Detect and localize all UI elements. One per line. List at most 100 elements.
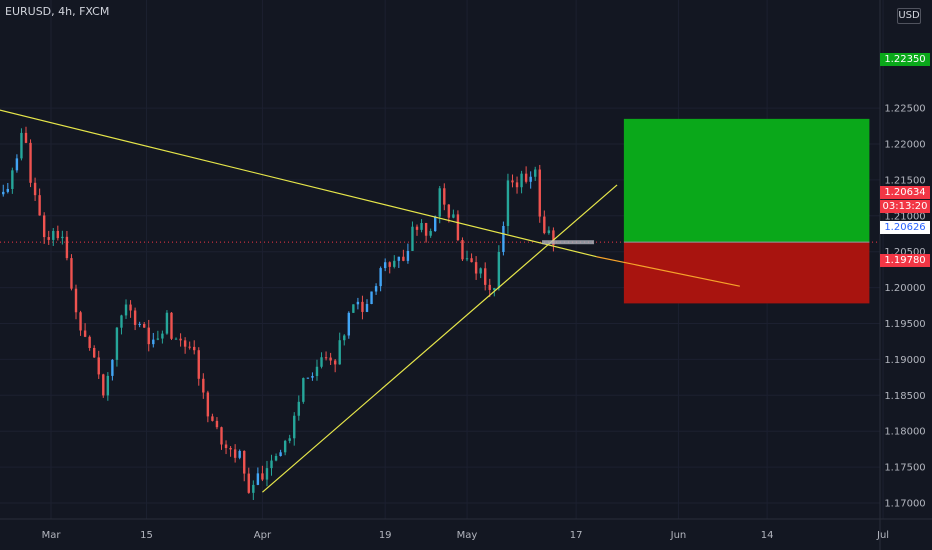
y-tick-label: 1.18000	[884, 427, 925, 438]
candle-body	[320, 357, 323, 367]
candle-body	[174, 338, 178, 340]
candle-body	[152, 339, 155, 345]
candle-body	[324, 357, 328, 359]
countdown-label: 03:13:20	[880, 200, 930, 213]
candle-body	[361, 301, 364, 312]
candle-body	[256, 473, 260, 485]
candle-body	[220, 427, 223, 445]
candle-body	[479, 268, 482, 274]
candle-body	[261, 473, 264, 480]
position-zones[interactable]	[623, 118, 870, 304]
y-tick-label: 1.19500	[884, 319, 925, 330]
candle-body	[243, 450, 246, 474]
candle-body	[447, 204, 451, 218]
candle-body	[484, 268, 487, 285]
candle-body	[388, 262, 391, 267]
candle-body	[543, 216, 546, 234]
y-tick-label: 1.20000	[884, 283, 925, 294]
price-axis[interactable]: 1.22500 1.22000 1.21500 1.21000 1.20500 1.200…	[884, 104, 925, 510]
x-tick-label: Apr	[254, 530, 272, 541]
candle-body	[470, 258, 473, 263]
candle-body	[293, 415, 296, 439]
candle-body	[411, 226, 414, 251]
candle-body	[488, 284, 491, 290]
candle-body	[188, 346, 191, 348]
candle-body	[147, 327, 150, 345]
candle-body	[79, 312, 82, 331]
y-tick-label: 1.22000	[884, 140, 925, 151]
candle-body	[74, 288, 78, 313]
y-tick-label: 1.17500	[884, 463, 925, 474]
candle-body	[452, 214, 455, 218]
candle-body	[111, 359, 114, 376]
y-tick-label: 1.21500	[884, 175, 925, 186]
candle-body	[165, 312, 169, 334]
candle-body	[502, 225, 505, 252]
candle-body	[197, 350, 200, 379]
symbol-title: EURUSD, 4h, FXCM	[5, 5, 110, 18]
candle-body	[356, 301, 360, 305]
x-tick-label: 15	[140, 530, 153, 541]
candle-body	[283, 440, 287, 453]
candle-body	[338, 340, 341, 365]
time-axis[interactable]: Mar15Apr19May17Jun14Jul19	[42, 530, 932, 541]
candle-body	[193, 346, 196, 351]
candle-body	[33, 182, 37, 196]
candle-body	[24, 132, 28, 143]
candle-body	[424, 223, 428, 236]
candle-body	[438, 188, 441, 217]
y-tick-label: 1.22500	[884, 104, 925, 115]
candle-body	[65, 236, 69, 259]
apex-marker	[542, 240, 595, 245]
candle-body	[552, 230, 555, 246]
candle-body	[497, 251, 501, 289]
candle-body	[520, 173, 523, 188]
candle-body	[515, 182, 519, 188]
candle-body	[92, 347, 96, 358]
candle-body	[11, 170, 14, 189]
candle-body	[6, 188, 10, 192]
candle-body	[88, 336, 91, 348]
candle-body	[383, 262, 387, 269]
candle-body	[538, 169, 541, 217]
candle-body	[306, 377, 310, 379]
candle-body	[443, 188, 446, 205]
candle-body	[429, 231, 432, 236]
candle-body	[297, 401, 300, 416]
candle-body	[224, 444, 228, 449]
candle-body	[402, 256, 405, 261]
candle-body	[347, 312, 351, 336]
candle-body	[506, 180, 510, 226]
candle-body	[406, 250, 410, 261]
y-tick-label: 1.20500	[884, 247, 925, 258]
currency-button[interactable]: USD	[897, 8, 921, 24]
candle-body	[279, 452, 282, 457]
candle-body	[2, 191, 5, 195]
candle-body	[143, 324, 146, 328]
candle-body	[511, 180, 514, 183]
candle-body	[329, 357, 332, 361]
y-tick-label: 1.19000	[884, 355, 925, 366]
x-tick-label: Mar	[42, 530, 62, 541]
candle-body	[106, 375, 110, 396]
candle-body	[265, 468, 269, 480]
candle-body	[270, 460, 273, 469]
descending-trendline	[0, 109, 597, 258]
last-price-label: 1.20634	[880, 186, 930, 199]
candle-body	[393, 260, 396, 267]
x-tick-label: Jul	[876, 530, 889, 541]
trendlines[interactable]	[0, 101, 740, 493]
candle-body	[302, 378, 305, 402]
candle-body	[238, 450, 241, 458]
bid-price-label: 1.20626	[880, 221, 930, 234]
candle-body	[211, 416, 214, 421]
candle-body	[206, 392, 210, 417]
candle-body	[374, 286, 378, 292]
candle-body	[124, 304, 128, 316]
candle-body	[215, 420, 219, 428]
candle-body	[493, 288, 496, 290]
candles	[2, 126, 555, 500]
ascending-trendline	[262, 184, 618, 493]
candle-body	[333, 360, 337, 365]
